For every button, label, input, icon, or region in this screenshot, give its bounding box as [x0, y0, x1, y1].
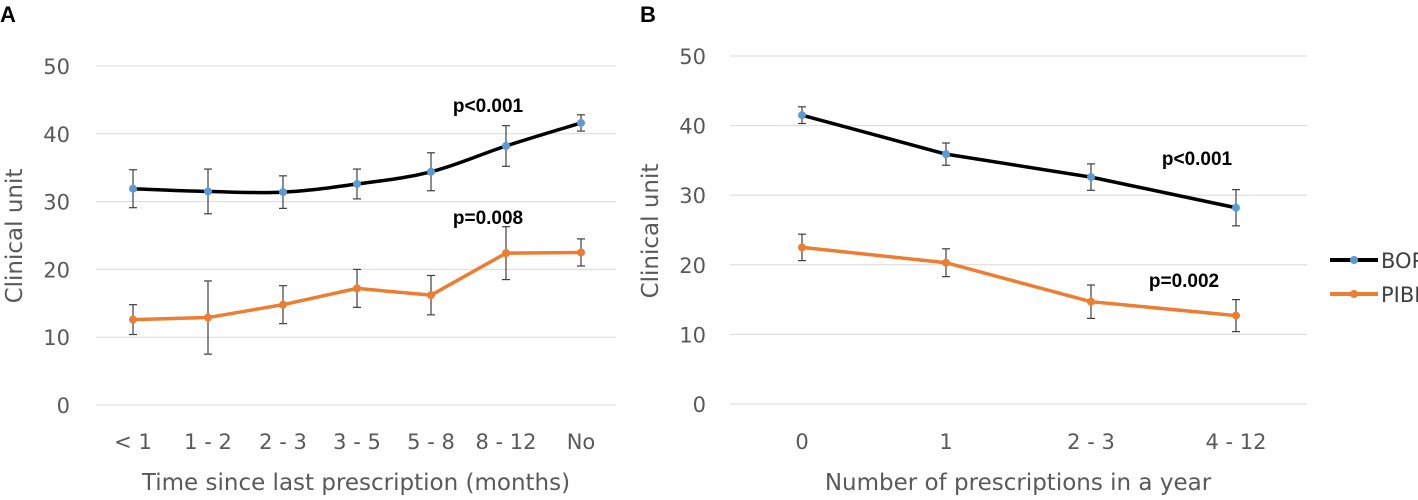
panel-a-point-bop	[502, 142, 510, 151]
panel-b-p-value-bop: p<0.001	[1162, 149, 1233, 170]
panel-a-point-pibi	[204, 313, 212, 322]
legend: BOP PIBI	[1330, 249, 1418, 307]
panel-a-point-bop	[279, 188, 287, 197]
panel-b-letter: B	[640, 2, 656, 27]
panel-b-point-bop	[942, 150, 950, 159]
panel-a-point-bop	[129, 184, 137, 193]
panel-b-point-pibi	[798, 243, 806, 252]
panel-a-x-axis-title: Time since last prescription (months)	[141, 470, 570, 496]
panel-b-y-tick-label: 30	[679, 184, 706, 208]
panel-a-x-tick-label: < 1	[114, 430, 152, 454]
legend-label-pibi: PIBI	[1381, 283, 1418, 307]
panel-b-y-tick-label: 20	[679, 254, 706, 278]
panel-a-y-tick-label: 40	[43, 123, 70, 147]
panel-b-line-pibi	[801, 245, 1237, 318]
panel-a-point-bop	[204, 187, 212, 196]
panel-a-y-tick-label: 0	[57, 394, 70, 418]
panel-b-point-pibi	[1087, 297, 1095, 306]
panel-b-y-axis-title: Clinical unit	[638, 164, 664, 299]
panel-b-x-tick-label: 0	[795, 430, 808, 454]
panel-a-y-tick-label: 50	[43, 55, 70, 79]
panel-a-point-pibi	[502, 249, 510, 258]
panel-a-y-axis-title: Clinical unit	[2, 169, 28, 304]
panel-a-y-tick-label: 30	[43, 191, 70, 215]
panel-a-x-tick-label: 2 - 3	[259, 430, 307, 454]
legend-marker-pibi	[1350, 290, 1358, 298]
panel-a-chart: A 0 10 20 30 40 50 < 1 1 - 2 2 - 3 3 - 5 5 - 8 8 -…	[0, 2, 616, 496]
panel-a-point-pibi	[353, 284, 361, 293]
panel-a-x-tick-label: 5 - 8	[407, 430, 455, 454]
panel-b-x-axis-title: Number of prescriptions in a year	[825, 470, 1212, 496]
panel-b-p-value-pibi: p=0.002	[1149, 271, 1219, 292]
panel-a-series-bop	[129, 114, 585, 215]
panel-a-p-value-pibi: p=0.008	[453, 208, 523, 229]
panel-b-point-bop	[798, 111, 806, 120]
panel-a-point-bop	[353, 179, 361, 188]
panel-b-point-bop	[1087, 173, 1095, 182]
panel-a-series-pibi	[129, 226, 585, 355]
panel-b-series-pibi	[798, 233, 1240, 333]
panel-a-point-pibi	[427, 291, 435, 300]
panel-a-point-pibi	[279, 300, 287, 309]
panel-b-point-pibi	[942, 258, 950, 267]
panel-b-line-bop	[801, 113, 1237, 210]
panel-b-point-bop	[1232, 203, 1240, 212]
panel-a-y-tick-label: 20	[43, 258, 70, 282]
legend-item-pibi: PIBI	[1330, 283, 1418, 307]
panel-b-y-tick-label: 50	[679, 45, 706, 69]
panel-a-x-tick-label: 3 - 5	[333, 430, 381, 454]
panel-b-series-bop	[798, 106, 1240, 227]
panel-b-y-tick-label: 0	[693, 393, 706, 417]
panel-b-y-tick-label: 40	[679, 115, 706, 139]
panel-b-x-tick-label: 4 - 12	[1205, 430, 1266, 454]
panel-b-y-tick-label: 10	[679, 323, 706, 347]
panel-a-p-value-bop: p<0.001	[453, 96, 524, 117]
panel-b-point-pibi	[1232, 311, 1240, 320]
legend-item-bop: BOP	[1330, 249, 1418, 273]
panel-a-x-tick-label: 8 - 12	[475, 430, 536, 454]
panel-a-y-tick-label: 10	[43, 326, 70, 350]
panel-a-point-pibi	[577, 248, 585, 257]
panel-a-point-bop	[577, 118, 585, 127]
panel-a-x-tick-label: 1 - 2	[184, 430, 232, 454]
panel-a-x-tick-label: No	[567, 430, 596, 454]
panel-b-x-tick-label: 1	[939, 430, 952, 454]
panel-a-point-bop	[427, 167, 435, 176]
panel-b-chart: B 0 10 20 30 40 50 0 1 2 - 3 4 - 12 p<0.001 p=0.0…	[638, 2, 1307, 496]
legend-marker-bop	[1350, 256, 1358, 264]
panel-b-x-tick-label: 2 - 3	[1067, 430, 1115, 454]
legend-label-bop: BOP	[1381, 249, 1418, 273]
panel-a-point-pibi	[129, 315, 137, 324]
panel-a-letter: A	[0, 2, 16, 27]
